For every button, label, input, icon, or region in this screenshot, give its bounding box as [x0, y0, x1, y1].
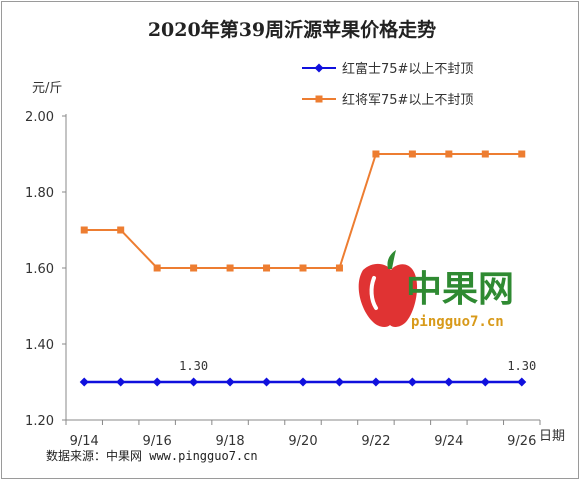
- data-point: [299, 264, 307, 272]
- axes: [65, 114, 540, 421]
- x-tick-label: 9/22: [361, 434, 390, 449]
- x-tick-label: 9/24: [434, 434, 463, 449]
- chart-title: 2020年第39周沂源苹果价格走势: [148, 18, 436, 41]
- y-tick-label: 1.80: [25, 186, 54, 201]
- data-point: [116, 377, 126, 387]
- x-axis-label: 日期: [539, 429, 565, 444]
- watermark-url: pingguo7.cn: [411, 314, 504, 330]
- series-line: [84, 153, 522, 269]
- y-tick-label: 1.20: [25, 414, 54, 429]
- watermark-name: 中果网: [406, 269, 514, 310]
- data-point: [407, 377, 417, 387]
- data-point: [262, 377, 272, 387]
- data-label: 1.30: [179, 359, 208, 373]
- data-point: [481, 150, 489, 158]
- data-point: [225, 377, 235, 387]
- data-point: [80, 226, 88, 234]
- data-point: [480, 377, 490, 387]
- legend-marker: [315, 95, 323, 103]
- data-point: [372, 150, 380, 158]
- y-tick-label: 1.40: [25, 338, 54, 353]
- plot-area: 1.30 1.30: [79, 150, 536, 387]
- data-point: [445, 150, 453, 158]
- data-point: [226, 264, 234, 272]
- data-point: [335, 264, 343, 272]
- apple-logo-icon: [358, 250, 418, 327]
- data-source: 数据来源：中果网 www.pingguo7.cn: [46, 448, 258, 463]
- data-point: [190, 264, 198, 272]
- x-tick-label: 9/20: [288, 434, 317, 449]
- data-point: [371, 377, 381, 387]
- data-point: [408, 150, 416, 158]
- data-point: [298, 377, 308, 387]
- y-ticks: 1.20 1.40 1.60 1.80 2.00: [25, 110, 66, 429]
- x-ticks: 9/14 9/16 9/18 9/20 9/22 9/24 9/26: [65, 420, 541, 449]
- data-point: [117, 226, 125, 234]
- data-point: [189, 377, 199, 387]
- data-point: [334, 377, 344, 387]
- x-tick-label: 9/14: [70, 434, 99, 449]
- legend-label: 红将军75#以上不封顶: [342, 92, 473, 108]
- y-axis-label: 元/斤: [32, 81, 62, 96]
- watermark: 中果网 pingguo7.cn: [358, 250, 514, 330]
- x-tick-label: 9/18: [215, 434, 244, 449]
- y-tick-label: 2.00: [25, 110, 54, 125]
- data-point: [153, 264, 161, 272]
- x-tick-label: 9/16: [143, 434, 172, 449]
- data-point: [263, 264, 271, 272]
- y-tick-label: 1.60: [25, 262, 54, 277]
- data-point: [79, 377, 89, 387]
- x-tick-label: 9/26: [507, 434, 536, 449]
- legend-label: 红富士75#以上不封顶: [342, 61, 473, 77]
- legend-marker: [314, 63, 324, 73]
- data-point: [444, 377, 454, 387]
- data-label: 1.30: [507, 359, 536, 373]
- data-point: [518, 150, 526, 158]
- data-point: [152, 377, 162, 387]
- data-point: [517, 377, 527, 387]
